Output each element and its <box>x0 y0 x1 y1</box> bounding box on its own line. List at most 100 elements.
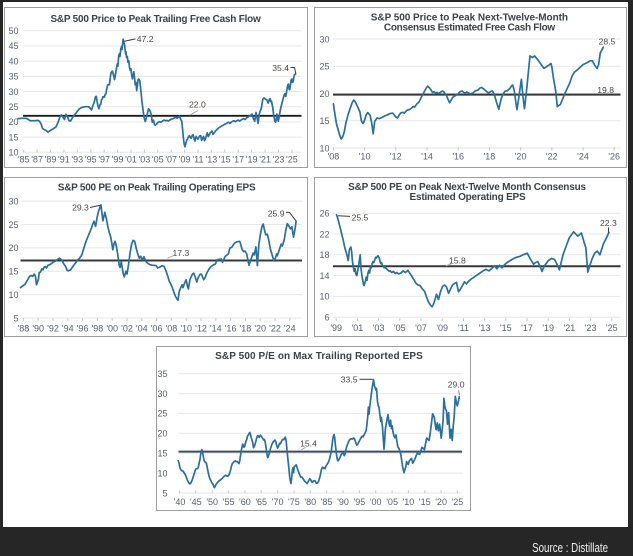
svg-text:19.8: 19.8 <box>597 85 614 95</box>
svg-text:10: 10 <box>8 148 18 158</box>
svg-text:45: 45 <box>8 41 18 51</box>
svg-text:'95: '95 <box>354 497 366 507</box>
svg-text:'06: '06 <box>151 323 163 333</box>
svg-text:20: 20 <box>8 243 18 253</box>
svg-text:26: 26 <box>319 209 329 219</box>
svg-text:50: 50 <box>8 26 18 36</box>
svg-text:'05: '05 <box>152 154 164 164</box>
svg-text:'25: '25 <box>452 497 464 507</box>
svg-text:29.3: 29.3 <box>72 202 89 212</box>
svg-text:'18: '18 <box>240 323 252 333</box>
svg-text:'99: '99 <box>112 154 124 164</box>
svg-text:5: 5 <box>13 313 18 323</box>
svg-text:'05: '05 <box>394 323 406 333</box>
svg-text:'93: '93 <box>71 154 83 164</box>
svg-text:'26: '26 <box>608 152 620 162</box>
svg-text:'01: '01 <box>352 323 364 333</box>
svg-text:25: 25 <box>8 220 18 230</box>
svg-text:'10: '10 <box>403 497 415 507</box>
svg-text:'03: '03 <box>139 154 151 164</box>
svg-text:22.0: 22.0 <box>189 100 206 110</box>
svg-text:'87: '87 <box>31 154 43 164</box>
svg-text:'85: '85 <box>18 154 30 164</box>
svg-text:5: 5 <box>162 488 167 498</box>
svg-text:'10: '10 <box>359 152 371 162</box>
svg-text:20: 20 <box>157 429 167 439</box>
svg-text:6: 6 <box>324 313 329 323</box>
svg-text:'45: '45 <box>190 497 202 507</box>
svg-text:'92: '92 <box>47 323 59 333</box>
svg-text:'04: '04 <box>136 323 148 333</box>
svg-text:'55: '55 <box>223 497 235 507</box>
svg-text:15.4: 15.4 <box>300 438 317 448</box>
svg-text:S&P 500 PE on Peak Next-Twelve: S&P 500 PE on Peak Next-Twelve Month Con… <box>348 182 586 193</box>
svg-text:25: 25 <box>157 409 167 419</box>
svg-text:15: 15 <box>319 116 329 126</box>
svg-text:'12: '12 <box>195 323 207 333</box>
svg-text:18: 18 <box>319 250 329 260</box>
svg-text:25: 25 <box>8 102 18 112</box>
svg-text:'97: '97 <box>98 154 110 164</box>
svg-text:22: 22 <box>319 229 329 239</box>
svg-text:'05: '05 <box>386 497 398 507</box>
svg-text:'95: '95 <box>85 154 97 164</box>
svg-text:15.8: 15.8 <box>449 255 466 265</box>
svg-text:'01: '01 <box>125 154 137 164</box>
svg-text:30: 30 <box>8 196 18 206</box>
svg-text:'12: '12 <box>390 152 402 162</box>
svg-text:'10: '10 <box>180 323 192 333</box>
svg-text:'13: '13 <box>206 154 218 164</box>
svg-text:'99: '99 <box>330 323 342 333</box>
svg-text:'03: '03 <box>373 323 385 333</box>
svg-text:10: 10 <box>319 292 329 302</box>
svg-text:S&P 500 Price to Peak Trailing: S&P 500 Price to Peak Trailing Free Cash… <box>50 14 261 25</box>
svg-text:Estimated Operating EPS: Estimated Operating EPS <box>410 192 527 203</box>
svg-text:'70: '70 <box>272 497 284 507</box>
svg-text:15: 15 <box>8 132 18 142</box>
svg-text:S&P 500 P/E on Max Trailing Re: S&P 500 P/E on Max Trailing Reported EPS <box>215 351 423 362</box>
svg-text:'75: '75 <box>288 497 300 507</box>
svg-text:'89: '89 <box>45 154 57 164</box>
svg-text:'96: '96 <box>77 323 89 333</box>
svg-text:30: 30 <box>319 34 329 44</box>
svg-text:'50: '50 <box>206 497 218 507</box>
svg-text:'22: '22 <box>546 152 558 162</box>
svg-text:25: 25 <box>319 62 329 72</box>
svg-text:'80: '80 <box>304 497 316 507</box>
svg-text:'98: '98 <box>92 323 104 333</box>
svg-text:'13: '13 <box>479 323 491 333</box>
svg-text:35.4: 35.4 <box>272 63 289 73</box>
svg-text:15: 15 <box>8 267 18 277</box>
svg-text:'08: '08 <box>328 152 340 162</box>
svg-text:15: 15 <box>157 449 167 459</box>
svg-text:Consensus Estimated Free Cash: Consensus Estimated Free Cash Flow <box>384 22 555 33</box>
svg-text:'20: '20 <box>435 497 447 507</box>
svg-text:14: 14 <box>319 271 329 281</box>
svg-text:'07: '07 <box>165 154 177 164</box>
svg-text:'25: '25 <box>606 323 618 333</box>
svg-text:35: 35 <box>157 369 167 379</box>
svg-text:'40: '40 <box>174 497 186 507</box>
svg-text:'16: '16 <box>225 323 237 333</box>
svg-text:35: 35 <box>8 72 18 82</box>
svg-text:20: 20 <box>8 117 18 127</box>
svg-text:'88: '88 <box>18 323 30 333</box>
svg-text:'08: '08 <box>166 323 178 333</box>
svg-text:10: 10 <box>8 290 18 300</box>
svg-text:10: 10 <box>157 468 167 478</box>
svg-text:'11: '11 <box>458 323 469 333</box>
svg-text:'14: '14 <box>210 323 222 333</box>
svg-text:30: 30 <box>157 389 167 399</box>
svg-text:'16: '16 <box>452 152 464 162</box>
svg-text:'11: '11 <box>192 154 203 164</box>
svg-text:'07: '07 <box>415 323 427 333</box>
svg-text:'17: '17 <box>232 154 244 164</box>
svg-text:'00: '00 <box>370 497 382 507</box>
svg-text:'20: '20 <box>254 323 266 333</box>
svg-text:'94: '94 <box>62 323 74 333</box>
svg-text:'21: '21 <box>564 323 576 333</box>
svg-text:'09: '09 <box>179 154 191 164</box>
svg-text:'19: '19 <box>246 154 258 164</box>
svg-text:29.0: 29.0 <box>448 380 465 390</box>
svg-text:22.3: 22.3 <box>600 218 617 228</box>
